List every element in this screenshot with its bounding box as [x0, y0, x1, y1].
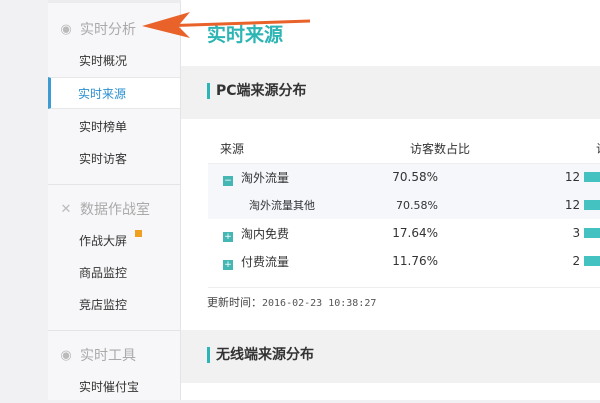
nav-item-ranking[interactable]: 实时榜单 — [79, 120, 128, 134]
nav-group-war-room[interactable]: ✕ 数据作战室 — [58, 199, 150, 219]
visitor-bar — [584, 200, 600, 210]
divider — [48, 184, 180, 185]
table-row: + 付费流量 11.76% 2 — [208, 247, 600, 275]
sidebar: ◉ 实时分析 实时概况 实时来源 实时榜单 实时访客 ✕ 数据作战室 作战大屏 商品… — [48, 0, 181, 400]
col-visitor-share: 访客数占比 — [378, 135, 528, 164]
page-title: 实时来源 — [207, 24, 284, 46]
table-row: 淘外流量其他 70.58% 12 — [208, 191, 600, 219]
update-time: 更新时间：2016-02-23 10:38:27 — [207, 296, 377, 309]
nav-group-realtime-analysis[interactable]: ◉ 实时分析 — [58, 19, 136, 39]
nav-item-overview[interactable]: 实时概况 — [79, 54, 128, 68]
expand-icon[interactable]: + — [223, 231, 233, 242]
divider — [48, 330, 180, 331]
visitor-bar — [584, 256, 600, 266]
divider — [208, 287, 600, 288]
expand-icon[interactable]: + — [223, 259, 233, 270]
eye-icon: ◉ — [60, 347, 72, 363]
wireless-section-header: 无线端来源分布 — [181, 330, 600, 383]
new-badge — [135, 230, 142, 237]
nav-item-visitors[interactable]: 实时访客 — [79, 152, 128, 166]
table-row: − 淘外流量 70.58% 12 — [208, 163, 600, 191]
nav-item-product-monitor[interactable]: 商品监控 — [79, 266, 128, 280]
col-visitors: 访 — [528, 135, 600, 164]
nav-item-payment-reminder[interactable]: 实时催付宝 — [79, 380, 140, 394]
nav-item-competitor-monitor[interactable]: 竞店监控 — [79, 298, 128, 312]
eye-icon: ◉ — [60, 21, 72, 37]
visitor-bar — [584, 228, 600, 238]
nav-group-realtime-tools[interactable]: ◉ 实时工具 — [58, 345, 136, 365]
collapse-icon[interactable]: − — [223, 175, 233, 186]
visitor-bar — [584, 172, 600, 183]
col-source: 来源 — [208, 135, 378, 164]
pc-section-header: PC端来源分布 — [181, 66, 600, 119]
cross-swords-icon: ✕ — [60, 201, 72, 217]
table-row: + 淘内免费 17.64% 3 — [208, 219, 600, 247]
nav-item-source[interactable]: 实时来源 — [48, 77, 180, 109]
annotation-arrow-icon — [142, 12, 311, 38]
nav-item-big-screen[interactable]: 作战大屏 — [48, 225, 180, 257]
